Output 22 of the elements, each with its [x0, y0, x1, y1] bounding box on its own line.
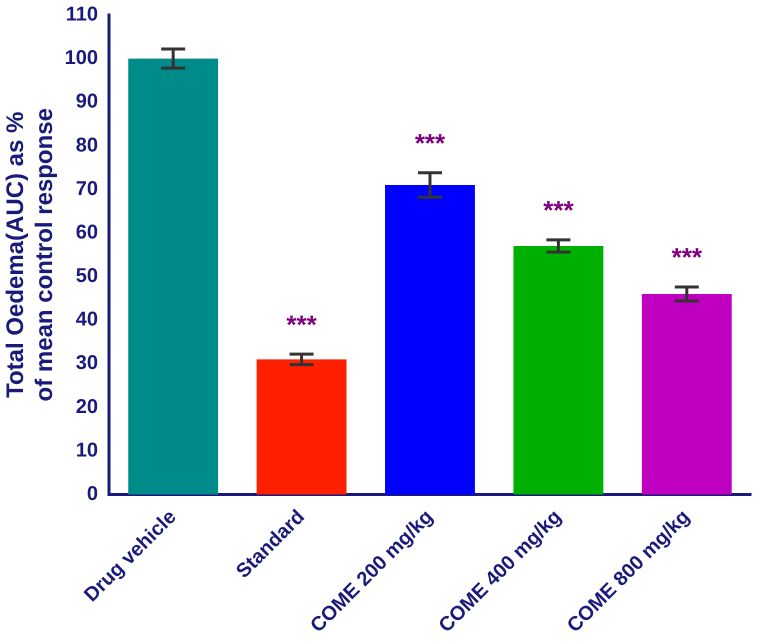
- y-tick-label: 40: [76, 308, 98, 331]
- bar: [385, 185, 475, 495]
- annotation: ***: [286, 309, 318, 340]
- y-tick-label: 30: [76, 352, 98, 374]
- y-tick-label: 100: [64, 47, 98, 70]
- y-tick-label: 110: [66, 4, 98, 26]
- y-tick-label: 70: [76, 178, 98, 200]
- y-tick-label: 80: [76, 134, 98, 156]
- y-tick-label: 0: [86, 483, 98, 506]
- y-tick-label: 90: [76, 90, 98, 113]
- bar: [513, 246, 604, 495]
- y-tick-label: 20: [76, 396, 98, 418]
- y-tick-label: 50: [76, 265, 98, 288]
- bar: [642, 294, 732, 495]
- y-axis-title: Total Oedema(AUC) as % of mean control response: [2, 108, 58, 402]
- annotation: ***: [543, 195, 574, 226]
- annotation: ***: [672, 242, 703, 272]
- y-tick-label: 60: [76, 221, 98, 244]
- y-tick-label: 10: [76, 439, 98, 462]
- bar: [128, 58, 218, 495]
- bar: [256, 359, 347, 495]
- annotation: ***: [414, 128, 446, 158]
